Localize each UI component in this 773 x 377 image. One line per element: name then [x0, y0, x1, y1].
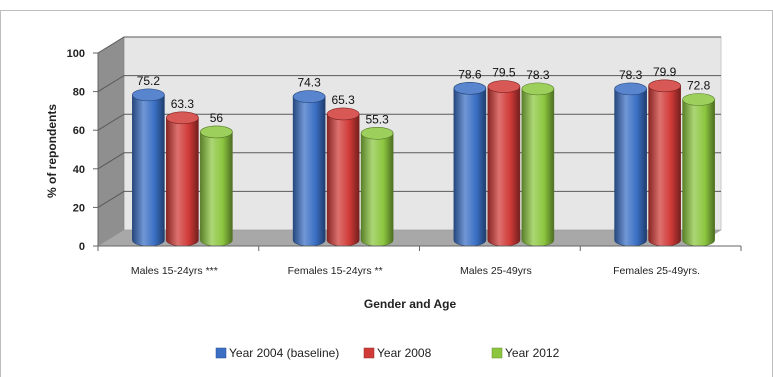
bar [487, 86, 521, 247]
x-tick-label: Females 25-49yrs. [613, 265, 700, 277]
bar-top [648, 79, 681, 93]
data-label: 78.3 [526, 68, 550, 82]
y-tick-label: 60 [73, 125, 85, 137]
data-label: 78.6 [458, 67, 482, 81]
bar [521, 88, 555, 247]
bar [360, 132, 394, 247]
bar [648, 85, 681, 247]
bar-top [682, 93, 715, 106]
bar [132, 94, 165, 247]
x-tick-label: Males 25-49yrs [460, 265, 532, 277]
x-tick-label: Females 15-24yrs ** [288, 265, 383, 277]
x-axis-title: Gender and Age [364, 297, 457, 311]
bar-top [487, 80, 521, 93]
legend: Year 2004 (baseline) Year 2008 Year 2012 [215, 346, 560, 360]
side-wall [97, 36, 125, 247]
bar-top [326, 107, 360, 121]
y-tick-label: 0 [79, 241, 85, 253]
data-label: 56 [210, 111, 224, 125]
bar [614, 88, 647, 247]
bar-top [166, 111, 199, 125]
data-label: 63.3 [171, 97, 195, 111]
chart-frame-top [0, 10, 773, 11]
legend-label: Year 2004 (baseline) [229, 346, 339, 360]
bar [326, 113, 360, 247]
y-tick-label: 100 [67, 48, 85, 60]
data-label: 75.2 [137, 74, 161, 88]
x-tick-label: Males 15-24yrs *** [131, 265, 218, 277]
x-axis: Males 15-24yrs *** Females 15-24yrs ** Mal… [97, 245, 742, 277]
chart-bars [132, 79, 715, 247]
chart-walls [97, 36, 722, 247]
bar-top [360, 126, 394, 140]
data-label: 55.3 [365, 112, 389, 126]
gridline [97, 36, 721, 54]
bar-top [453, 82, 487, 95]
y-axis: 0 20 40 60 80 100 [67, 48, 99, 253]
y-tick-label: 80 [73, 87, 85, 99]
legend-swatch [491, 347, 503, 359]
bar [166, 117, 199, 247]
chart-frame-left [0, 10, 1, 377]
data-label: 79.5 [492, 66, 516, 80]
legend-swatch [363, 347, 375, 359]
legend-label: Year 2012 [505, 346, 560, 360]
y-axis-title: % of repondents [45, 104, 59, 198]
legend-label: Year 2008 [377, 346, 432, 360]
data-label: 78.3 [619, 68, 643, 82]
bar [200, 131, 233, 247]
bar-top [200, 125, 233, 139]
data-label: 72.8 [687, 78, 711, 92]
legend-swatch [215, 347, 227, 359]
y-tick-label: 20 [73, 202, 85, 214]
y-tick-label: 40 [73, 164, 85, 176]
data-label: 79.9 [653, 65, 677, 79]
bar-top [614, 82, 647, 96]
bar-top [292, 90, 326, 103]
bar-top [521, 82, 555, 96]
bar-top [132, 88, 165, 102]
gridline [97, 75, 721, 93]
bar [453, 88, 487, 247]
data-label: 65.3 [331, 93, 355, 107]
bar [292, 96, 326, 247]
data-labels: 75.2 63.3 56 74.3 65.3 55.3 78.6 79.5 78.3 78.3 79… [137, 65, 711, 126]
bar [682, 99, 715, 247]
data-label: 74.3 [297, 76, 321, 90]
